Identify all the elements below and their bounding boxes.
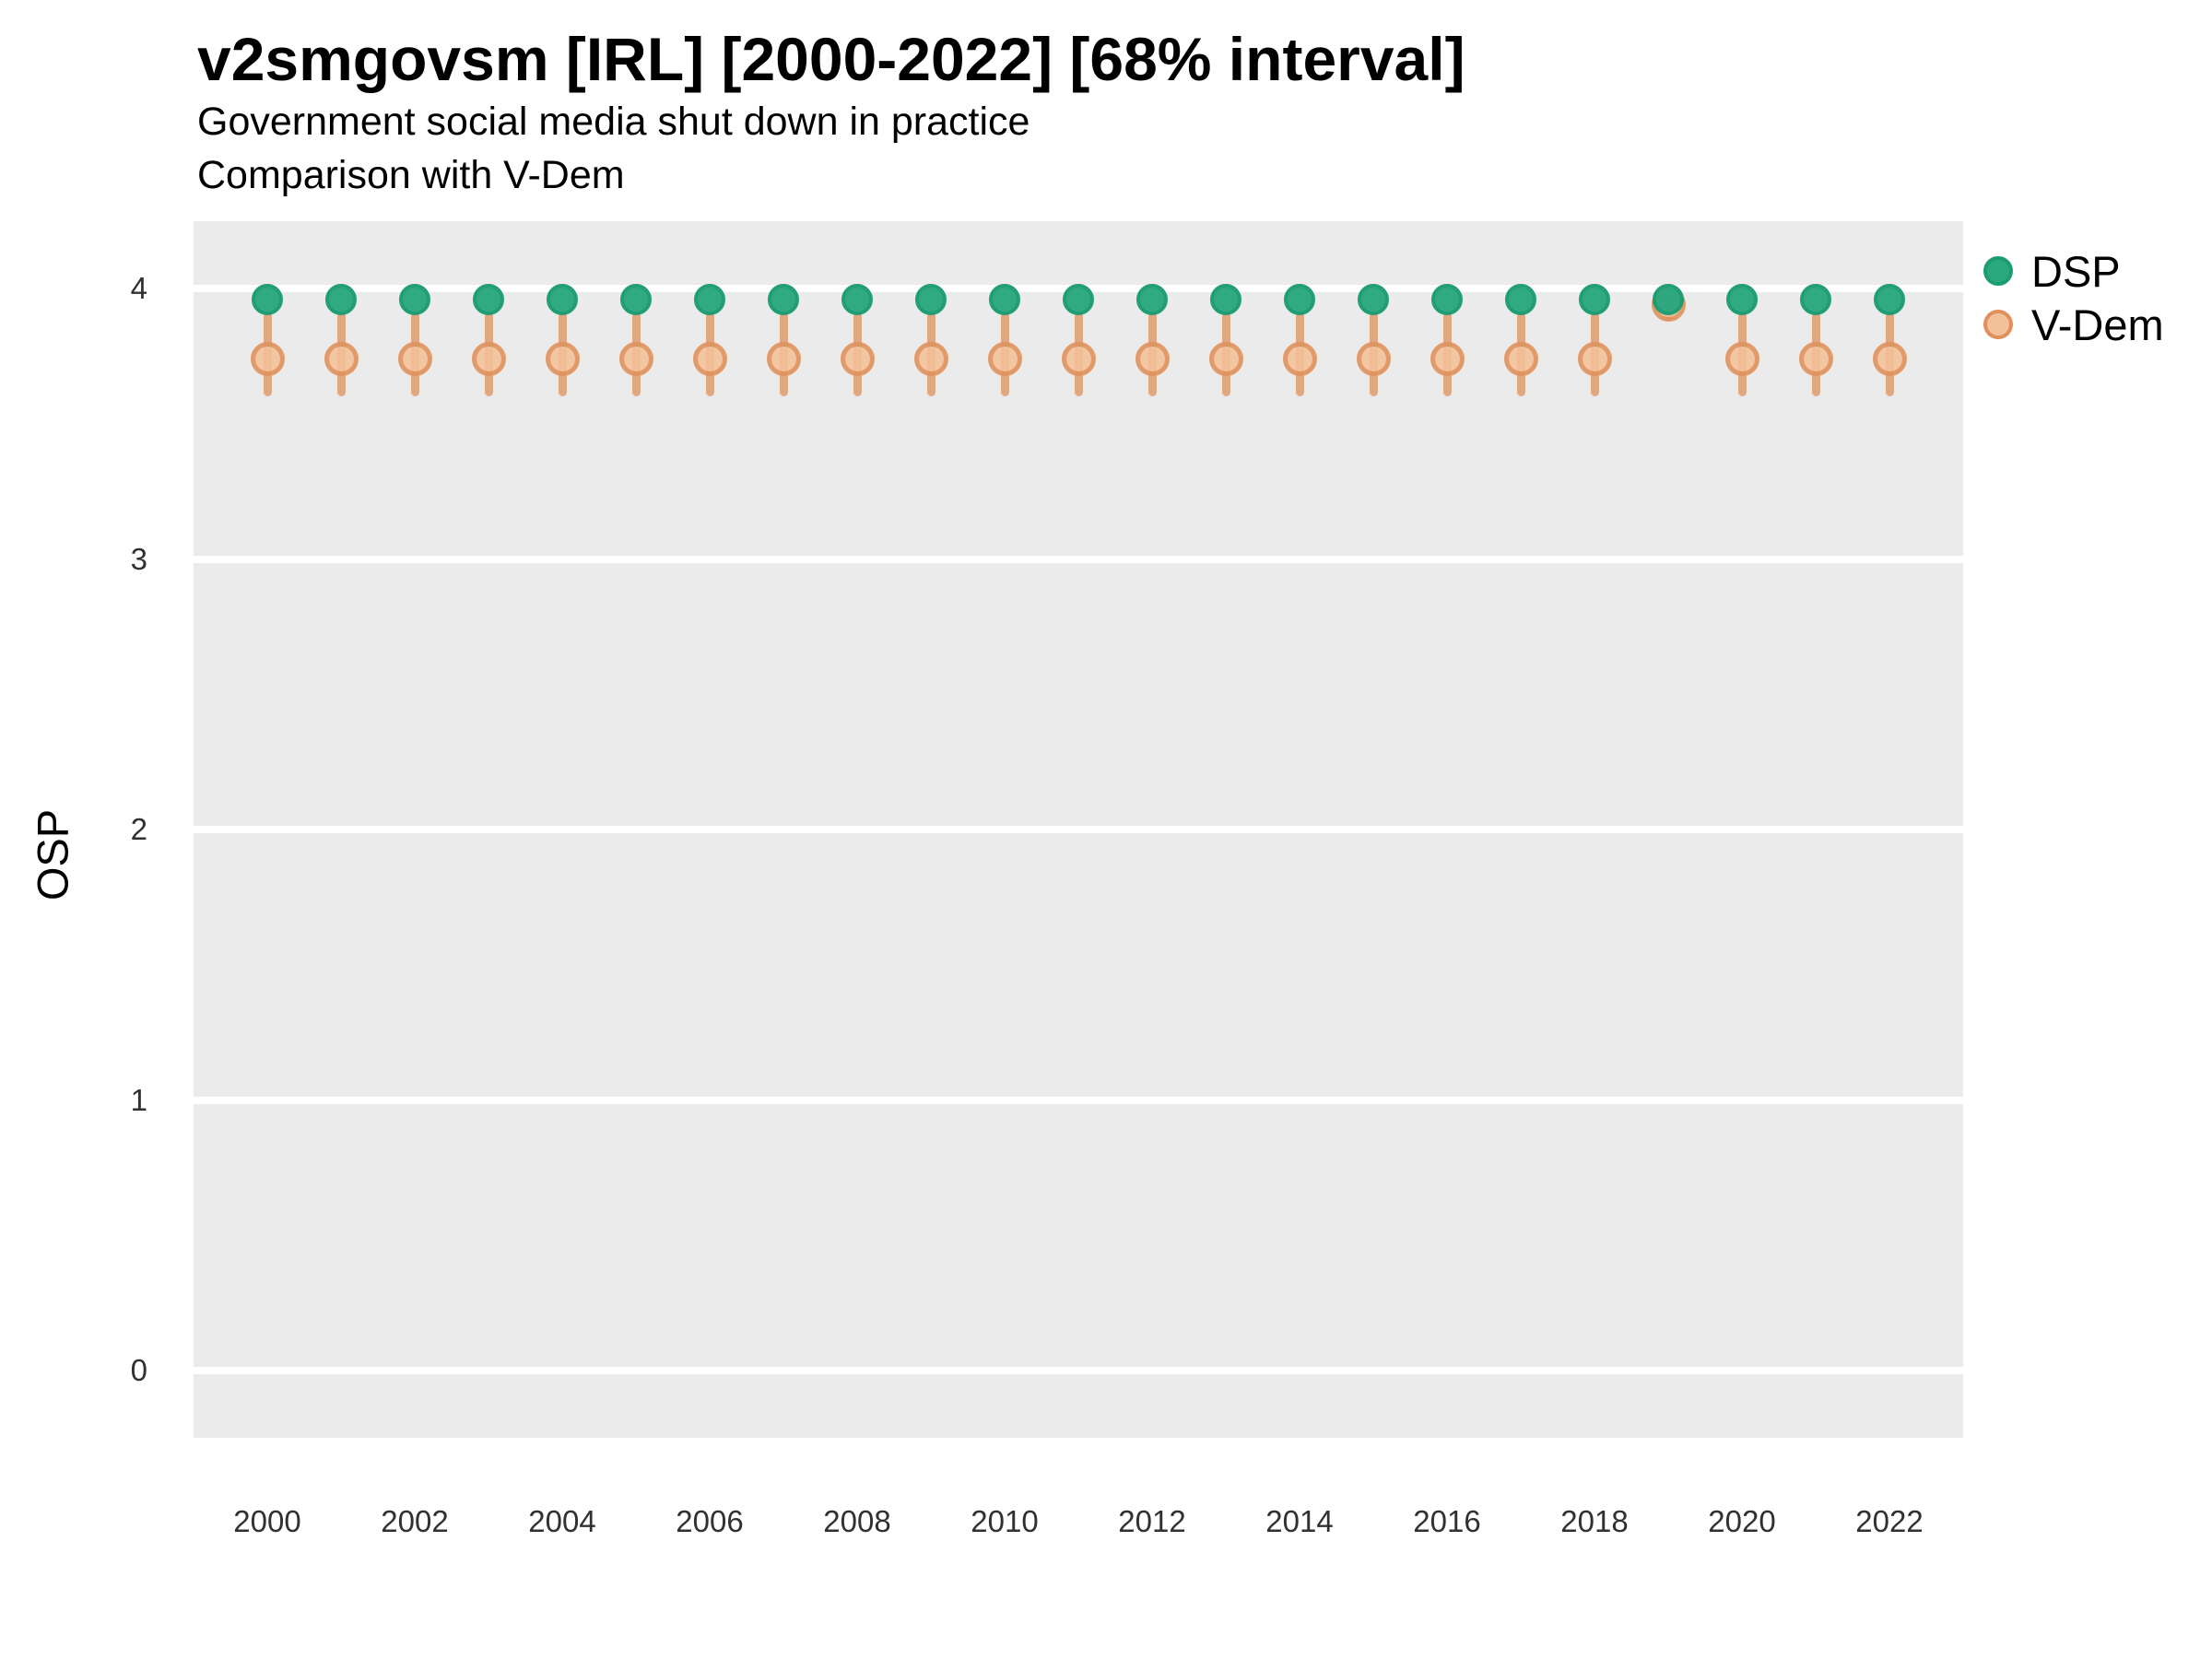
x-tick-label: 2008 [823,1504,891,1538]
legend-item-v-dem: V-Dem [1983,300,2164,349]
vdem-point [987,341,1022,376]
vdem-point [324,341,359,376]
vdem-point [766,341,801,376]
vdem-point [1135,341,1170,376]
x-tick-label: 2022 [1855,1504,1924,1538]
x-tick-label: 2000 [233,1504,301,1538]
dsp-point [252,283,283,315]
y-axis-title: OSP [28,808,77,901]
vdem-point [250,341,285,376]
legend-item-dsp: DSP [1983,247,2164,296]
plot-panel [194,221,1963,1438]
dsp-point [841,283,873,315]
vdem-point [1430,341,1465,376]
vdem-point [1798,341,1833,376]
x-tick-label: 2014 [1265,1504,1334,1538]
vdem-point [397,341,432,376]
dsp-point [768,283,799,315]
gridline-y-3 [194,555,1963,563]
vdem-point [1282,341,1317,376]
vdem-point [1208,341,1243,376]
dsp-point [1210,283,1241,315]
legend-label: DSP [2031,246,2121,296]
y-tick-label: 4 [130,271,147,305]
dsp-point [1358,283,1389,315]
dsp-point [1579,283,1610,315]
vdem-point [618,341,653,376]
chart-subtitle-line2: Comparison with V-Dem [197,153,625,197]
legend-label: V-Dem [2031,300,2164,349]
x-tick-label: 2018 [1560,1504,1629,1538]
vdem-point [471,341,506,376]
dsp-point [694,283,725,315]
x-tick-label: 2010 [971,1504,1039,1538]
dsp-point [1063,283,1094,315]
y-tick-label: 0 [130,1353,147,1387]
y-tick-label: 3 [130,541,147,576]
gridline-y-0 [194,1367,1963,1374]
vdem-point [1356,341,1391,376]
legend: DSP V-Dem [1983,247,2164,349]
chart-subtitle-line1: Government social media shut down in pra… [197,100,1030,144]
x-tick-label: 2002 [381,1504,449,1538]
vdem-point [1577,341,1612,376]
gridline-y-2 [194,826,1963,833]
x-tick-label: 2020 [1708,1504,1776,1538]
dsp-point [399,283,430,315]
y-tick-label: 2 [130,812,147,846]
dsp-point [473,283,504,315]
vdem-point [913,341,948,376]
dsp-point [1284,283,1315,315]
dsp-point [1726,283,1758,315]
vdem-point [840,341,875,376]
dsp-point [1431,283,1463,315]
vdem-point [545,341,580,376]
dsp-point [1800,283,1831,315]
gridline-y-1 [194,1096,1963,1104]
vdem-point [1061,341,1096,376]
vdem-point [692,341,727,376]
vdem-point [1724,341,1759,376]
dsp-point [915,283,947,315]
dsp-point [1653,283,1684,315]
chart-title: v2smgovsm [IRL] [2000-2022] [68% interva… [197,25,1465,93]
dsp-point [620,283,652,315]
dsp-point [1505,283,1536,315]
y-tick-label: 1 [130,1082,147,1117]
dsp-point [989,283,1020,315]
dsp-point [1136,283,1168,315]
legend-swatch-icon [1983,310,2013,339]
dsp-point [547,283,578,315]
dsp-point [1874,283,1905,315]
vdem-point [1503,341,1538,376]
x-tick-label: 2016 [1413,1504,1481,1538]
x-tick-label: 2006 [676,1504,744,1538]
legend-swatch-icon [1983,256,2013,286]
dsp-point [325,283,357,315]
vdem-point [1872,341,1907,376]
x-tick-label: 2012 [1118,1504,1186,1538]
x-tick-label: 2004 [528,1504,596,1538]
